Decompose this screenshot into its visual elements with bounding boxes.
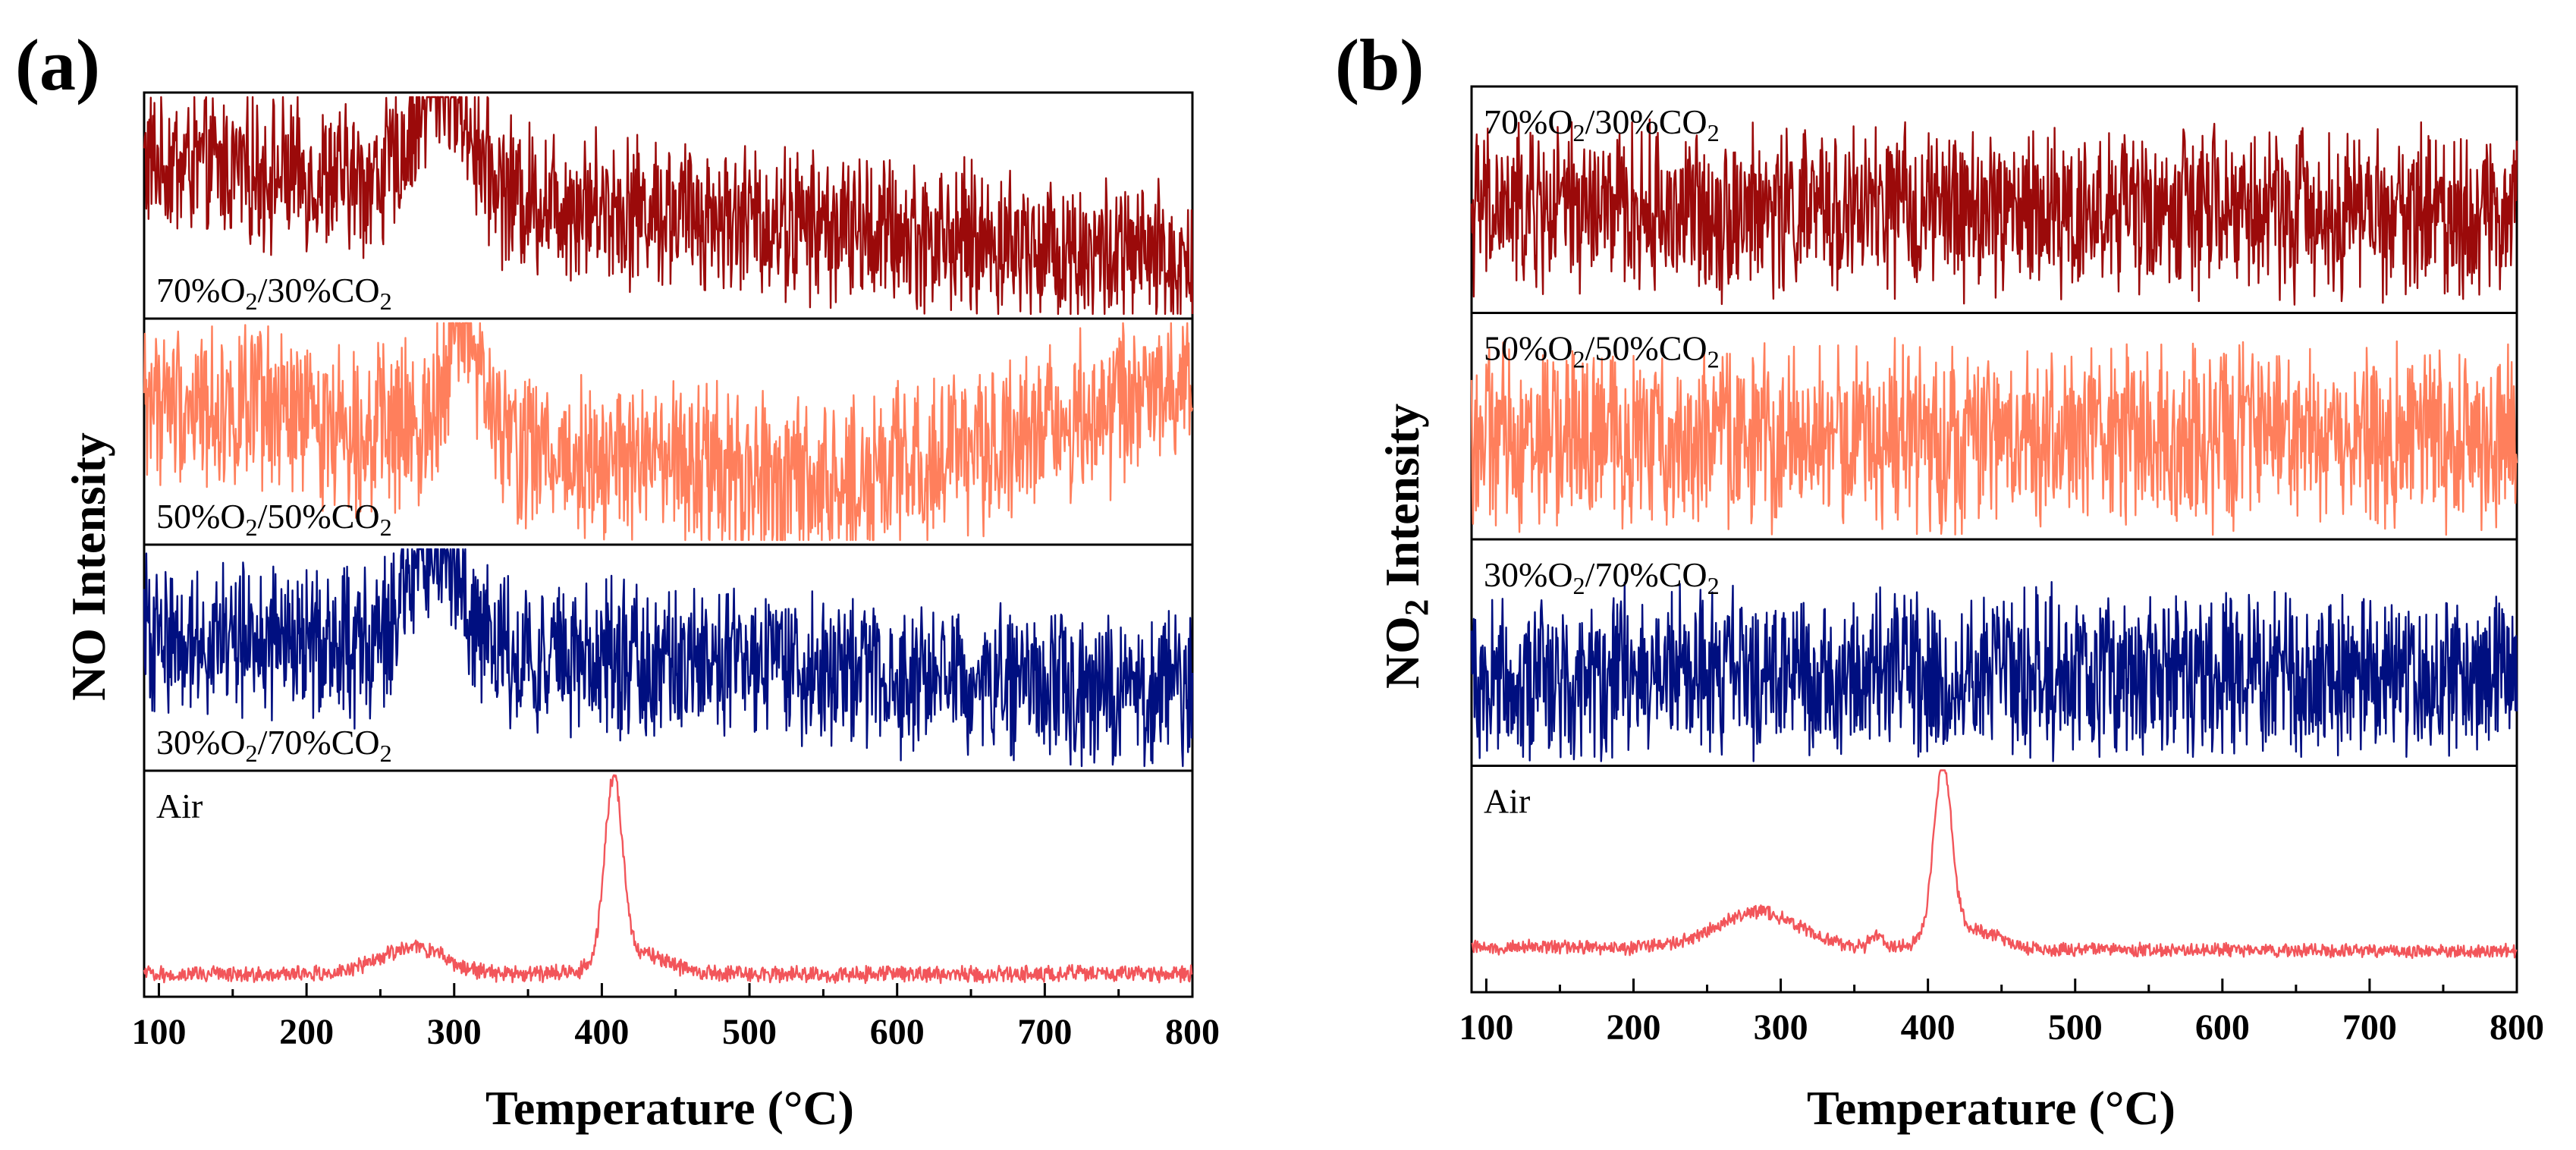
x-tick-label: 100 xyxy=(1459,1007,1513,1048)
x-tick-label: 600 xyxy=(870,1012,925,1052)
panel-b-trace-labels: 70%O2/30%CO2 50%O2/50%CO2 30%O2/70%CO2 Air xyxy=(1484,102,1720,821)
panel-b-no2: (b) 70%O2/30%CO2 50%O2/50%CO2 30%O2/70%CO2… xyxy=(1335,24,2544,1135)
panel-a-traces xyxy=(143,96,1194,985)
panel-a-trace-labels: 70%O2/30%CO2 50%O2/50%CO2 30%O2/70%CO2 Air xyxy=(156,271,392,825)
panel-b-traces xyxy=(1470,118,2518,960)
x-tick-label: 200 xyxy=(1606,1007,1660,1048)
x-tick-label: 700 xyxy=(2342,1007,2397,1048)
panel-a-y-axis-title: NO Intensity xyxy=(61,432,115,701)
panel-a-x-ticks: 100 200 300 400 500 600 700 800 xyxy=(131,983,1220,1052)
panel-b-x-ticks: 100 200 300 400 500 600 700 800 xyxy=(1459,979,2544,1048)
subplot-frame-4 xyxy=(1470,765,2518,994)
trace-Air xyxy=(143,774,1193,985)
trace-50%O₂/50%CO₂ xyxy=(1470,337,2518,536)
panel-a-no: (a) 70%O2/30%CO2 50%O2/50%CO2 30%O2/70%CO2… xyxy=(15,24,1220,1135)
trace-label: 70%O2/30%CO2 xyxy=(1484,102,1720,146)
trace-label: Air xyxy=(1484,782,1530,821)
x-tick-label: 700 xyxy=(1017,1012,1072,1052)
subplot-frame-4 xyxy=(143,769,1194,998)
trace-label: Air xyxy=(156,787,203,825)
trace-Air xyxy=(1471,769,2518,960)
panel-a-subplots xyxy=(143,91,1194,998)
panel-b-x-axis-title: Temperature (°C) xyxy=(1807,1081,2175,1135)
trace-label: 50%O2/50%CO2 xyxy=(1484,329,1720,373)
x-tick-label: 800 xyxy=(1165,1012,1220,1052)
panel-b-y-axis-title: NO2 Intensity xyxy=(1375,404,1435,689)
trace-30%O₂/70%CO₂ xyxy=(1470,581,2518,762)
trace-70%O₂/30%CO₂ xyxy=(1470,118,2518,306)
x-tick-label: 400 xyxy=(1901,1007,1956,1048)
trace-label: 30%O2/70%CO2 xyxy=(156,723,392,767)
trace-label: 70%O2/30%CO2 xyxy=(156,271,392,315)
trace-label: 30%O2/70%CO2 xyxy=(1484,555,1720,599)
x-tick-label: 400 xyxy=(574,1012,629,1052)
panel-a-x-axis-title: Temperature (°C) xyxy=(485,1081,854,1135)
x-tick-label: 600 xyxy=(2195,1007,2250,1048)
x-tick-label: 500 xyxy=(722,1012,777,1052)
trace-50%O₂/50%CO₂ xyxy=(143,322,1194,542)
panel-a-label: (a) xyxy=(15,24,100,105)
x-tick-label: 800 xyxy=(2490,1007,2544,1048)
x-tick-label: 100 xyxy=(131,1012,186,1052)
x-tick-label: 200 xyxy=(279,1012,334,1052)
trace-label: 50%O2/50%CO2 xyxy=(156,497,392,541)
trace-70%O₂/30%CO₂ xyxy=(143,96,1194,316)
panel-b-label: (b) xyxy=(1335,24,1424,105)
x-tick-label: 500 xyxy=(2048,1007,2103,1048)
x-tick-label: 300 xyxy=(427,1012,482,1052)
trace-30%O₂/70%CO₂ xyxy=(143,548,1194,768)
x-tick-label: 300 xyxy=(1754,1007,1808,1048)
